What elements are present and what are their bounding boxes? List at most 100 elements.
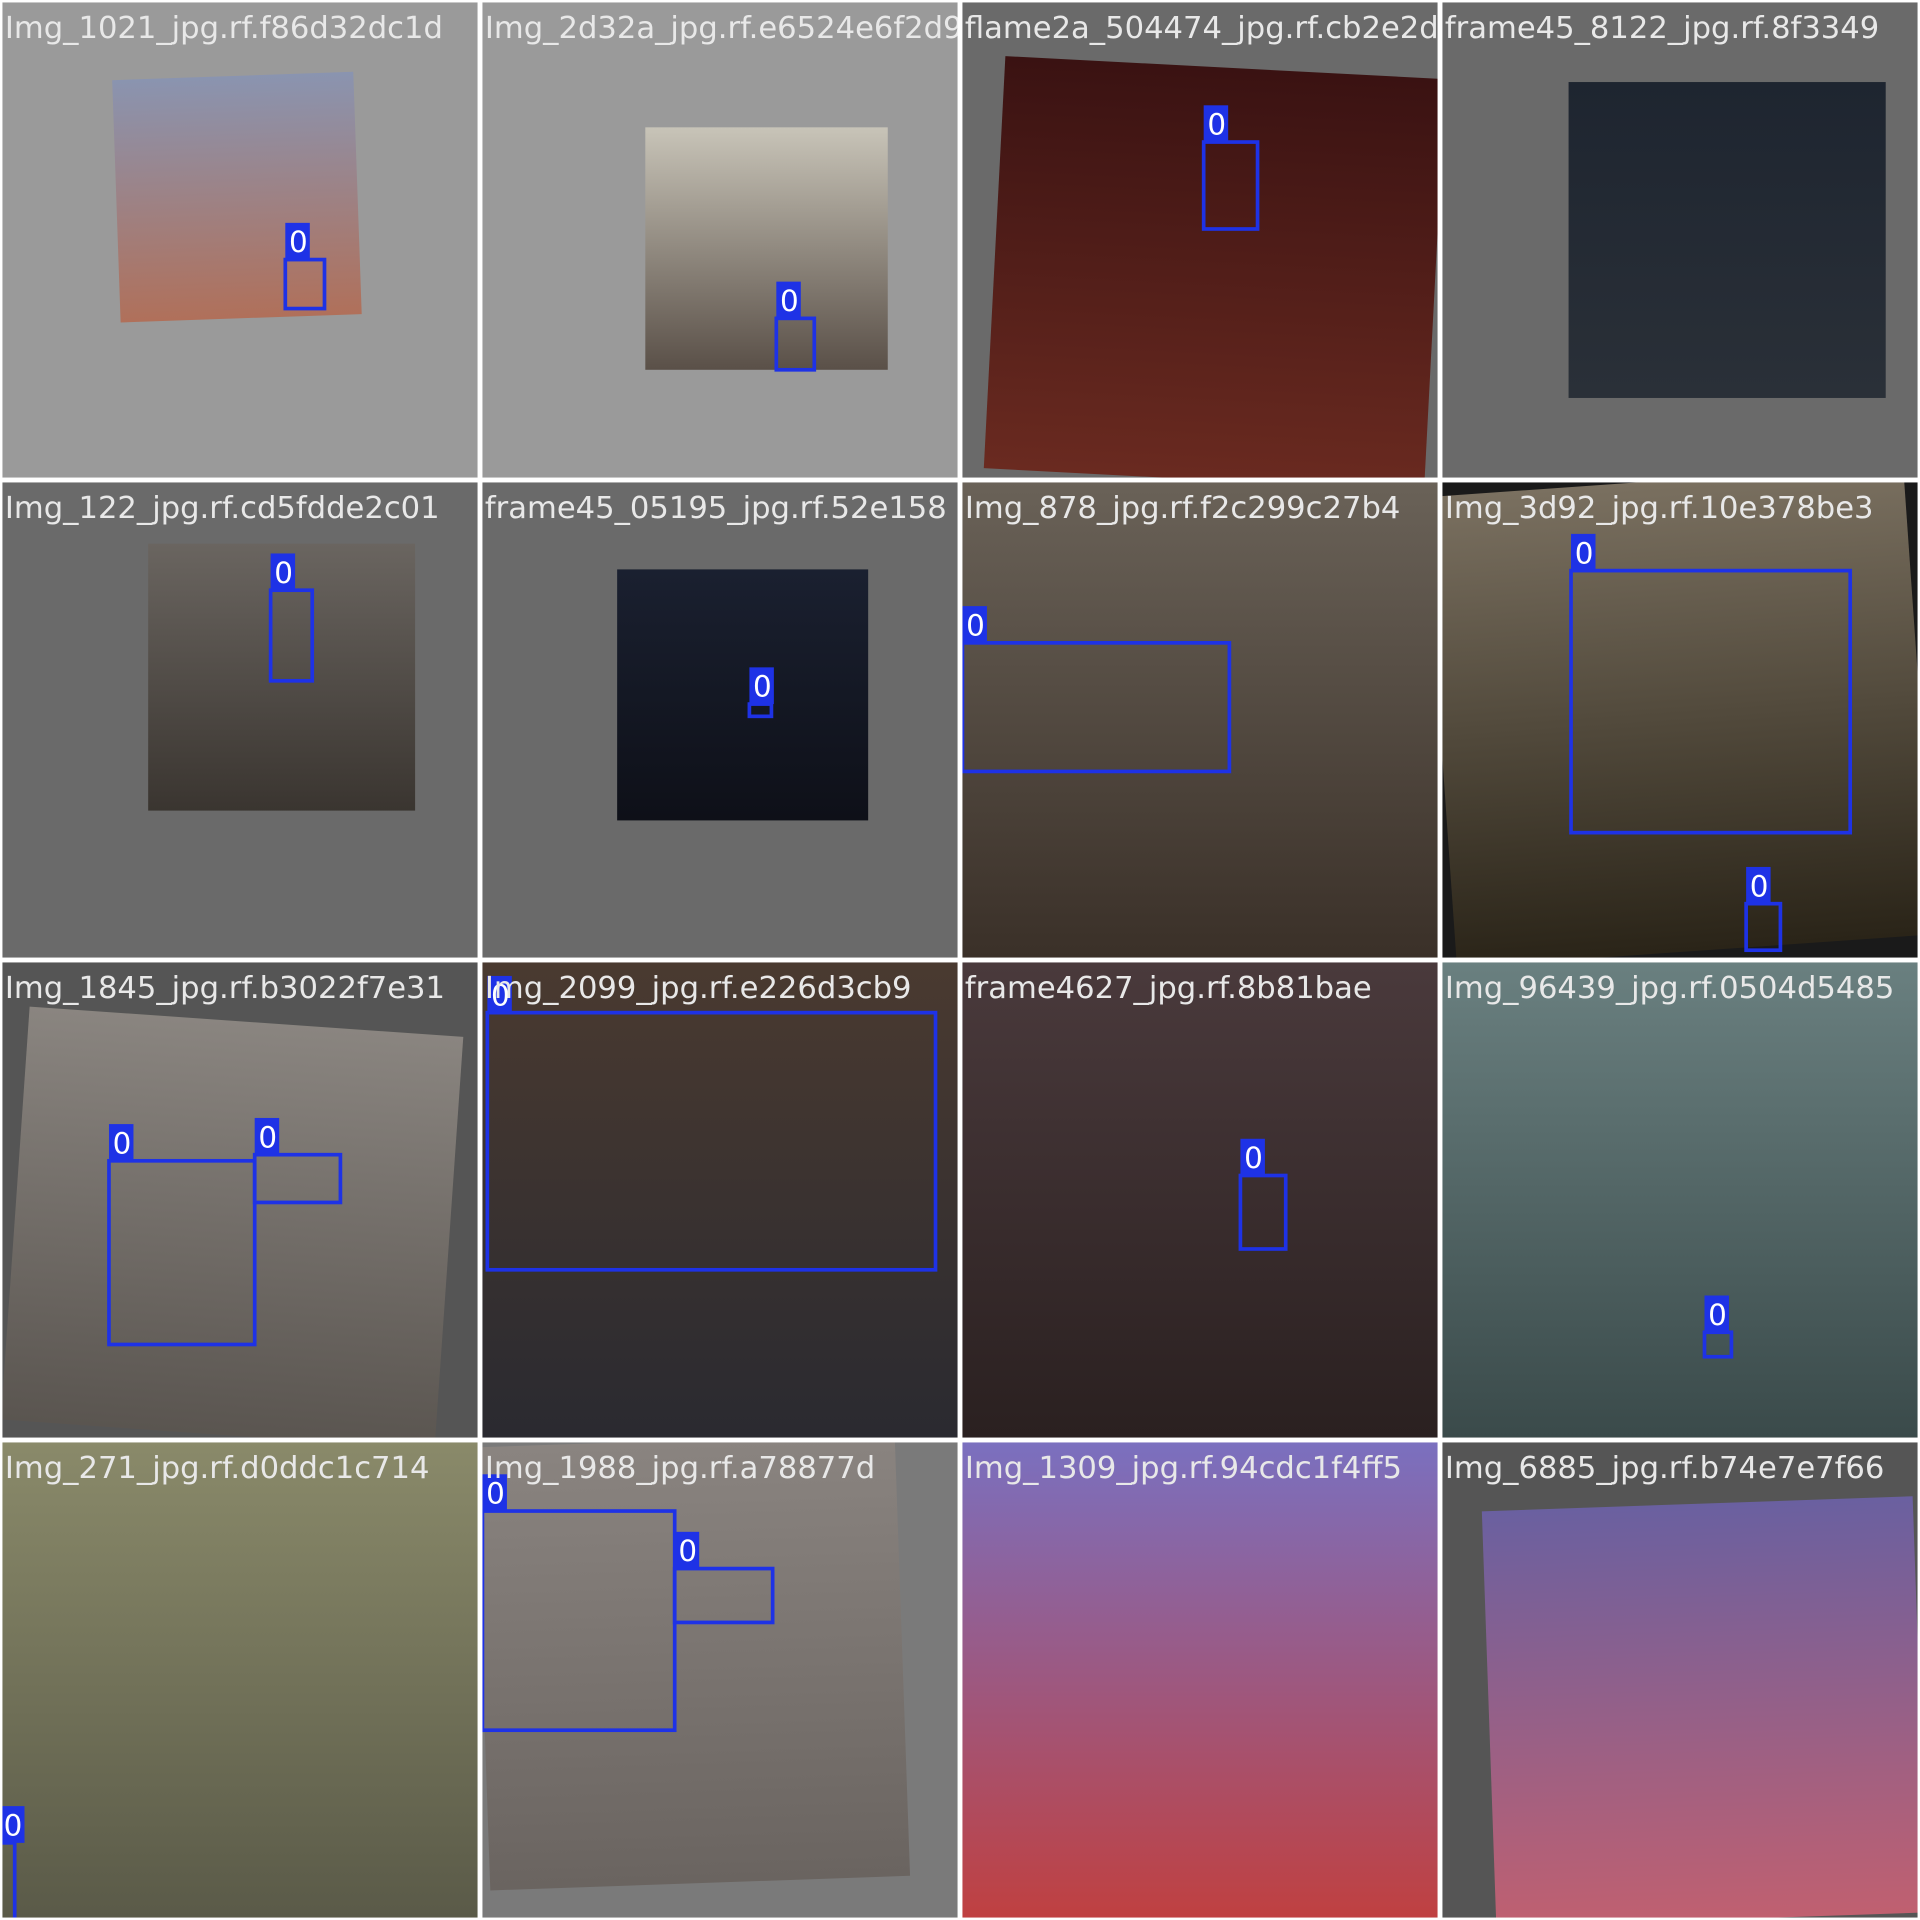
tile-image bbox=[983, 56, 1440, 480]
box-label: 0 bbox=[966, 609, 985, 643]
tile-image bbox=[1481, 1496, 1920, 1920]
box-label: 0 bbox=[753, 670, 772, 704]
tile-image bbox=[960, 960, 1440, 1440]
tile: 0 0 Img_1845_jpg.rf.b3022f7e31 bbox=[0, 960, 480, 1440]
box-label: 0 bbox=[1575, 536, 1594, 570]
box-label-background bbox=[270, 553, 296, 591]
tile-border bbox=[480, 0, 960, 480]
box-label: 0 bbox=[1708, 1298, 1727, 1332]
box-label-background bbox=[1571, 533, 1596, 571]
tile-image bbox=[0, 1006, 464, 1440]
tile-image bbox=[1440, 960, 1920, 1440]
tile-border bbox=[480, 480, 960, 960]
box-label: 0 bbox=[491, 978, 510, 1012]
tile: 0 frame45_05195_jpg.rf.52e158 bbox=[480, 480, 960, 960]
tile-filename: Img_1845_jpg.rf.b3022f7e31 bbox=[5, 971, 445, 1006]
tile-border bbox=[0, 960, 480, 1440]
box-label-background bbox=[962, 606, 987, 643]
box-label: 0 bbox=[1244, 1141, 1263, 1175]
tile-border bbox=[0, 0, 480, 480]
tile-border bbox=[1440, 480, 1920, 960]
box-label: 0 bbox=[113, 1126, 132, 1160]
tile-filename: Img_122_jpg.rf.cd5fdde2c01 bbox=[5, 491, 440, 526]
box-label: 0 bbox=[780, 284, 799, 318]
bounding-box bbox=[1569, 568, 1853, 835]
tile-image bbox=[1568, 82, 1886, 398]
tile-image bbox=[960, 480, 1440, 960]
tile-filename: Img_1988_jpg.rf.a78877d bbox=[485, 1451, 875, 1486]
bounding-box bbox=[1201, 140, 1260, 231]
tile-border bbox=[960, 1440, 1440, 1920]
bounding-box bbox=[1238, 1173, 1288, 1251]
tile-filename: Img_6885_jpg.rf.b74e7e7f66 bbox=[1445, 1451, 1884, 1486]
tile-filename: Img_271_jpg.rf.d0ddc1c714 bbox=[5, 1451, 430, 1486]
bounding-box bbox=[107, 1158, 257, 1347]
tile: frame45_8122_jpg.rf.8f3349 bbox=[1440, 0, 1920, 480]
tile-border bbox=[0, 480, 480, 960]
box-label: 0 bbox=[1207, 108, 1226, 142]
box-label-background bbox=[0, 1806, 25, 1843]
box-label-background bbox=[1704, 1295, 1729, 1333]
tile: 0 Img_122_jpg.rf.cd5fdde2c01 bbox=[0, 480, 480, 960]
tile-filename: Img_96439_jpg.rf.0504d5485 bbox=[1445, 971, 1894, 1006]
tile: 0 flame2a_504474_jpg.rf.cb2e2d bbox=[960, 0, 1440, 480]
tile: 0 Img_271_jpg.rf.d0ddc1c714 bbox=[0, 1440, 480, 1920]
tile-filename: frame45_05195_jpg.rf.52e158 bbox=[485, 491, 947, 526]
tile-image bbox=[0, 1440, 480, 1920]
box-label-background bbox=[482, 1474, 507, 1512]
bounding-box bbox=[252, 1152, 343, 1205]
tile-filename: frame4627_jpg.rf.8b81bae bbox=[965, 971, 1372, 1006]
box-label-background bbox=[1203, 105, 1229, 143]
tile-filename: Img_3d92_jpg.rf.10e378be3 bbox=[1445, 491, 1874, 526]
tile-border bbox=[480, 1440, 960, 1920]
tile-border bbox=[960, 480, 1440, 960]
box-label-background bbox=[487, 975, 512, 1013]
tile: Img_6885_jpg.rf.b74e7e7f66 bbox=[1440, 1440, 1920, 1920]
tile-filename: frame45_8122_jpg.rf.8f3349 bbox=[1445, 11, 1879, 46]
box-label-background bbox=[674, 1531, 700, 1569]
tile-border bbox=[1440, 960, 1920, 1440]
tile-filename: flame2a_504474_jpg.rf.cb2e2d bbox=[965, 11, 1439, 46]
box-label-background bbox=[285, 222, 310, 260]
tile-image bbox=[960, 1440, 1440, 1920]
tile-border bbox=[480, 960, 960, 1440]
box-label-background bbox=[776, 281, 801, 319]
tile: 0 Img_878_jpg.rf.f2c299c27b4 bbox=[960, 480, 1440, 960]
tile-border bbox=[960, 960, 1440, 1440]
bounding-box bbox=[672, 1566, 775, 1625]
tile: 0 0 Img_3d92_jpg.rf.10e378be3 bbox=[1440, 480, 1920, 960]
tile-border bbox=[1440, 1440, 1920, 1920]
tile: 0 Img_96439_jpg.rf.0504d5485 bbox=[1440, 960, 1920, 1440]
box-label-background bbox=[1746, 866, 1771, 904]
tile-image bbox=[1440, 480, 1920, 960]
box-label: 0 bbox=[1750, 869, 1769, 903]
box-label: 0 bbox=[289, 225, 308, 259]
tile-filename: Img_2d32a_jpg.rf.e6524e6f2d92 bbox=[485, 11, 982, 46]
tile: 0 Img_1021_jpg.rf.f86d32dc1d bbox=[0, 0, 480, 480]
tile-image bbox=[480, 960, 960, 1440]
tile: 0 frame4627_jpg.rf.8b81bae bbox=[960, 960, 1440, 1440]
bounding-box bbox=[485, 1010, 938, 1272]
box-label: 0 bbox=[4, 1809, 23, 1843]
tile-filename: Img_1021_jpg.rf.f86d32dc1d bbox=[5, 11, 443, 46]
tile-filename: Img_1309_jpg.rf.94cdc1f4ff5 bbox=[965, 1451, 1402, 1486]
tile: Img_1309_jpg.rf.94cdc1f4ff5 bbox=[960, 1440, 1440, 1920]
tile-image bbox=[617, 569, 869, 821]
tile-image bbox=[480, 1440, 911, 1891]
bounding-box bbox=[268, 588, 315, 683]
box-label-background bbox=[108, 1124, 134, 1161]
tile-border bbox=[960, 0, 1440, 480]
tile: 0 Img_2d32a_jpg.rf.e6524e6f2d92 bbox=[480, 0, 982, 480]
tile-border bbox=[1440, 0, 1920, 480]
tile-filename: Img_2099_jpg.rf.e226d3cb9 bbox=[485, 971, 912, 1006]
box-label: 0 bbox=[258, 1120, 277, 1154]
box-label: 0 bbox=[274, 556, 293, 590]
box-label: 0 bbox=[678, 1534, 697, 1568]
box-label-background bbox=[254, 1117, 280, 1155]
tile-border bbox=[0, 1440, 480, 1920]
box-label-background bbox=[1240, 1138, 1265, 1176]
box-label: 0 bbox=[486, 1477, 505, 1511]
